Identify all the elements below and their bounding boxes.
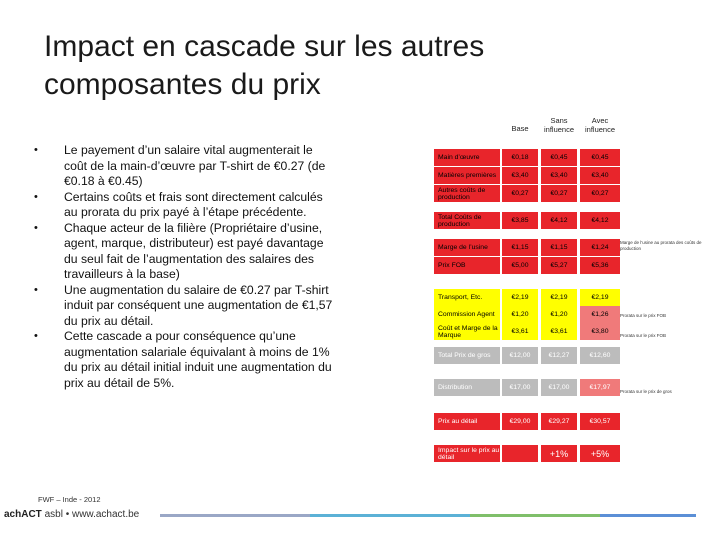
table-row: Impact sur le prix au détail +1% +5% <box>434 445 624 462</box>
cell-base: €12,00 <box>502 347 538 364</box>
row-label: Total Coûts de production <box>434 212 500 229</box>
cell-avec-influence: €4,12 <box>580 212 620 229</box>
row-label: Impact sur le prix au détail <box>434 445 500 462</box>
row-label: Transport, Etc. <box>434 289 500 306</box>
footer-bar-2 <box>310 514 470 517</box>
table-row: Distribution €17,00 €17,00 €17,97 <box>434 379 624 396</box>
table-row: Commission Agent €1,20 €1,20 €1,26 <box>434 306 624 323</box>
cell-avec-influence: €12,60 <box>580 347 620 364</box>
table-row: Prix FOB €5,00 €5,27 €5,36 <box>434 257 624 274</box>
bullet-item: • Le payement d’un salaire vital augmente… <box>30 143 335 190</box>
table-row: Total Prix de gros €12,00 €12,27 €12,60 <box>434 347 624 364</box>
cell-base: €1,20 <box>502 306 538 323</box>
footer-bar-3 <box>470 514 600 517</box>
row-label: Distribution <box>434 379 500 396</box>
note-marge-usine: Marge de l’usine au prorata des coûts de… <box>620 240 702 251</box>
footer-note: FWF – Inde - 2012 <box>38 495 101 504</box>
cell-sans-influence: €1,15 <box>541 239 577 256</box>
row-label: Prix FOB <box>434 257 500 274</box>
header-sans-influence: Sans influence <box>543 116 575 134</box>
note-marque: Prorata sur le prix FOB <box>620 333 667 338</box>
bullet-marker: • <box>34 221 38 234</box>
row-label: Autres coûts de production <box>434 185 500 202</box>
page-title: Impact en cascade sur les autres composa… <box>44 28 564 104</box>
row-label: Prix au détail <box>434 413 500 430</box>
cell-sans-influence: €17,00 <box>541 379 577 396</box>
row-label: Coût et Marge de la Marque <box>434 323 500 340</box>
cell-sans-influence: €5,27 <box>541 257 577 274</box>
table-row: Main d’œuvre €0,18 €0,45 €0,45 <box>434 149 624 166</box>
row-label: Commission Agent <box>434 306 500 323</box>
cell-base <box>502 445 538 462</box>
bullet-item: • Une augmentation du salaire de €0.27 pa… <box>30 283 335 330</box>
footer-bar-4 <box>600 514 696 517</box>
cell-base: €3,40 <box>502 167 538 184</box>
cell-avec-influence: €1,24 <box>580 239 620 256</box>
logo: achACT asbl • www.achact.be <box>4 509 139 520</box>
bullet-marker: • <box>34 190 38 203</box>
table-row: Matières premières €3,40 €3,40 €3,40 <box>434 167 624 184</box>
bullet-marker: • <box>34 144 38 156</box>
note-commission-agent: Prorata sur le prix FOB <box>620 313 667 318</box>
cell-avec-influence: €3,80 <box>580 323 620 340</box>
bullet-list: • Le payement d’un salaire vital augmente… <box>30 143 335 391</box>
cell-sans-influence: €4,12 <box>541 212 577 229</box>
cell-avec-influence: €5,36 <box>580 257 620 274</box>
bullet-item: • Chaque acteur de la filière (Propriétai… <box>30 221 335 283</box>
cell-sans-influence: €2,19 <box>541 289 577 306</box>
cell-base: €3,61 <box>502 323 538 340</box>
table-row: Transport, Etc. €2,19 €2,19 €2,19 <box>434 289 624 306</box>
cell-avec-influence: €17,97 <box>580 379 620 396</box>
header-avec-influence: Avec influence <box>584 116 616 134</box>
cell-sans-influence: €3,61 <box>541 323 577 340</box>
cell-sans-influence: €0,27 <box>541 185 577 202</box>
cell-base: €29,00 <box>502 413 538 430</box>
cell-avec-influence: €0,27 <box>580 185 620 202</box>
cell-avec-influence: €0,45 <box>580 149 620 166</box>
row-label: Matières premières <box>434 167 500 184</box>
cell-base: €3,85 <box>502 212 538 229</box>
cell-avec-influence: €1,26 <box>580 306 620 323</box>
logo-brand: achACT <box>4 509 42 520</box>
cell-sans-influence: €1,20 <box>541 306 577 323</box>
cell-sans-influence: €29,27 <box>541 413 577 430</box>
logo-suffix: asbl • www.achact.be <box>41 509 140 520</box>
cell-base: €1,15 <box>502 239 538 256</box>
bullet-marker: • <box>34 283 38 296</box>
title-line-1: Impact en cascade sur les autres <box>44 30 485 63</box>
cell-sans-influence: €0,45 <box>541 149 577 166</box>
cell-base: €5,00 <box>502 257 538 274</box>
bullet-text: Certains coûts et frais sont directement… <box>64 189 323 220</box>
note-distribution: Prorata sur le prix de gros <box>620 389 672 394</box>
table-row: Autres coûts de production €0,27 €0,27 €0,2… <box>434 185 624 202</box>
row-label: Total Prix de gros <box>434 347 500 364</box>
bullet-text: Une augmentation du salaire de €0.27 par… <box>64 282 333 328</box>
footer-bar-1 <box>160 514 310 517</box>
table-row: Marge de l’usine €1,15 €1,15 €1,24 <box>434 239 624 256</box>
cell-base: €17,00 <box>502 379 538 396</box>
cell-base: €0,27 <box>502 185 538 202</box>
cell-sans-influence: €3,40 <box>541 167 577 184</box>
row-label: Main d’œuvre <box>434 149 500 166</box>
cell-base: €2,19 <box>502 289 538 306</box>
header-base: Base <box>511 124 529 133</box>
bullet-marker: • <box>34 330 38 342</box>
cell-avec-influence: €3,40 <box>580 167 620 184</box>
cell-avec-influence: +5% <box>580 445 620 462</box>
row-label: Marge de l’usine <box>434 239 500 256</box>
table-row: Total Coûts de production €3,85 €4,12 €4,12 <box>434 212 624 229</box>
bullet-text: Cette cascade a pour conséquence qu’une … <box>64 329 332 390</box>
bullet-text: Chaque acteur de la filière (Propriétair… <box>64 220 324 282</box>
bullet-item: • Cette cascade a pour conséquence qu’une… <box>30 329 335 391</box>
table-row: Coût et Marge de la Marque €3,61 €3,61 €3,8… <box>434 323 624 340</box>
table-row: Prix au détail €29,00 €29,27 €30,57 <box>434 413 624 430</box>
cell-avec-influence: €30,57 <box>580 413 620 430</box>
cell-avec-influence: €2,19 <box>580 289 620 306</box>
cell-sans-influence: +1% <box>541 445 577 462</box>
bullet-text: Le payement d’un salaire vital augmenter… <box>64 143 326 188</box>
bullet-item: • Certains coûts et frais sont directemen… <box>30 190 335 221</box>
cell-sans-influence: €12,27 <box>541 347 577 364</box>
title-line-2: composantes du prix <box>44 68 321 101</box>
cell-base: €0,18 <box>502 149 538 166</box>
